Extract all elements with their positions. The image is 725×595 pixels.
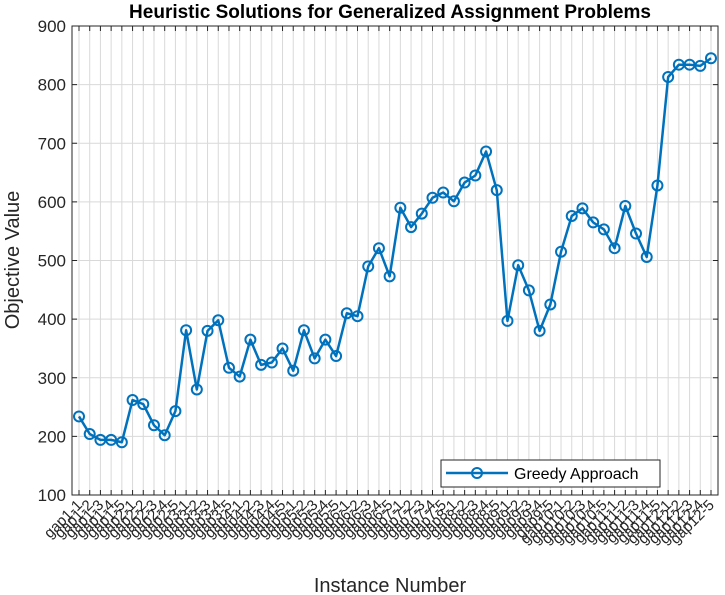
data-point xyxy=(544,298,557,311)
data-point xyxy=(694,59,707,72)
y-tick-label: 200 xyxy=(38,427,66,446)
data-point xyxy=(480,145,493,158)
data-point xyxy=(555,245,568,258)
data-point xyxy=(319,333,332,346)
data-point xyxy=(190,383,203,396)
data-point xyxy=(244,333,257,346)
data-point xyxy=(222,361,235,374)
legend: Greedy Approach xyxy=(440,459,661,488)
data-point xyxy=(437,186,450,199)
x-axis-label: Instance Number xyxy=(314,575,467,595)
y-tick-label: 400 xyxy=(38,310,66,329)
data-point xyxy=(276,342,289,355)
data-point xyxy=(587,216,600,229)
data-point xyxy=(351,310,364,323)
y-tick-label: 800 xyxy=(38,76,66,95)
chart-title: Heuristic Solutions for Generalized Assi… xyxy=(129,2,651,23)
data-point xyxy=(415,207,428,220)
data-point xyxy=(630,227,643,240)
data-point xyxy=(362,260,375,273)
data-point xyxy=(608,242,621,255)
series-greedy-approach xyxy=(73,52,717,449)
data-point xyxy=(265,356,278,369)
data-point xyxy=(147,419,160,432)
data-point xyxy=(533,324,546,337)
data-point xyxy=(447,195,460,208)
y-tick-label: 100 xyxy=(38,486,66,505)
data-point xyxy=(169,405,182,418)
data-point xyxy=(394,201,407,214)
y-tick-label: 300 xyxy=(38,369,66,388)
data-point xyxy=(405,221,418,234)
y-tick-label: 500 xyxy=(38,252,66,271)
data-point xyxy=(180,324,193,337)
data-point xyxy=(158,429,171,442)
data-point xyxy=(512,259,525,272)
y-tick-label: 700 xyxy=(38,134,66,153)
y-axis: 100 200 300 400 500 600 700 800 900 xyxy=(38,17,718,505)
data-point xyxy=(255,358,268,371)
y-tick-label: 900 xyxy=(38,17,66,36)
data-point xyxy=(426,191,439,204)
legend-label: Greedy Approach xyxy=(514,466,639,483)
data-point xyxy=(619,199,632,212)
data-point xyxy=(308,352,321,365)
y-axis-label: Objective Value xyxy=(2,191,24,330)
data-point xyxy=(565,209,578,222)
data-point xyxy=(576,202,589,215)
x-axis: gap1-1gap1-2gap1-3gap1-4gap1-5gap2-1gap2… xyxy=(41,26,718,548)
data-point xyxy=(212,314,225,327)
data-point xyxy=(651,179,664,192)
data-point xyxy=(522,284,535,297)
legend-marker xyxy=(471,467,483,479)
series-line xyxy=(77,57,712,444)
data-point xyxy=(126,394,139,407)
data-point xyxy=(490,184,503,197)
data-point xyxy=(469,169,482,182)
data-point xyxy=(372,242,385,255)
data-point xyxy=(597,223,610,236)
data-point xyxy=(640,250,653,263)
data-point xyxy=(83,428,96,441)
data-point xyxy=(297,324,310,337)
data-point xyxy=(137,398,150,411)
data-point xyxy=(340,307,353,320)
data-point xyxy=(287,364,300,377)
data-point xyxy=(383,270,396,283)
data-point xyxy=(458,176,471,189)
data-point xyxy=(201,324,214,337)
data-point xyxy=(105,433,118,446)
y-tick-label: 600 xyxy=(38,193,66,212)
data-point xyxy=(662,71,675,84)
data-point xyxy=(115,436,128,449)
data-point xyxy=(330,350,343,363)
data-point xyxy=(73,410,85,423)
data-point xyxy=(705,52,717,65)
data-point xyxy=(501,314,514,327)
data-point xyxy=(233,370,246,383)
